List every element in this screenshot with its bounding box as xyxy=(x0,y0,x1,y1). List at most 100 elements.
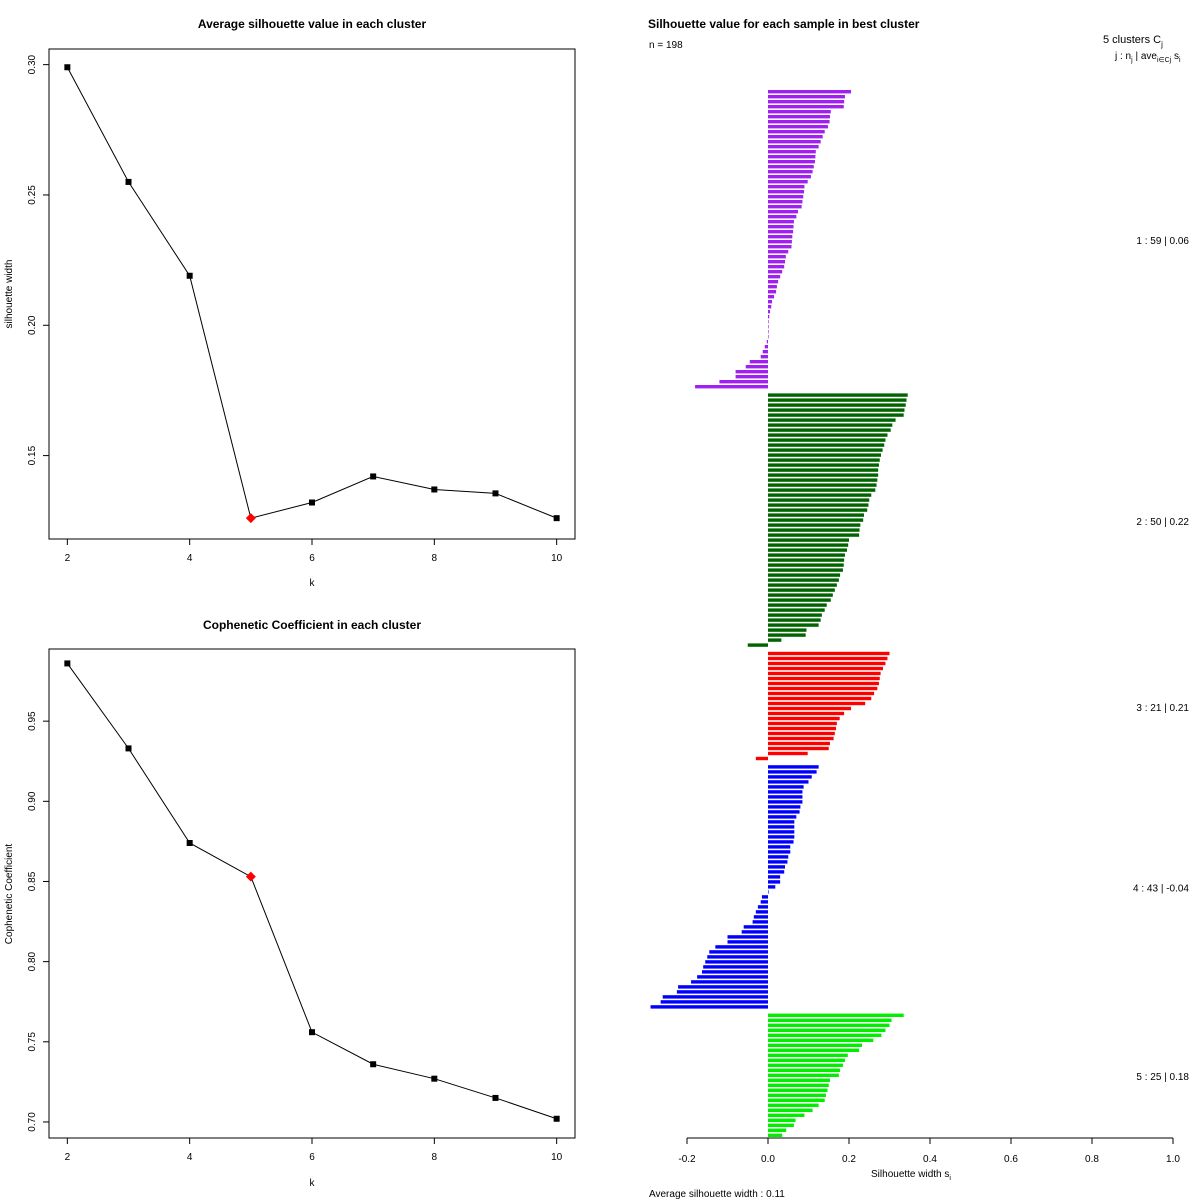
x-axis-label: k xyxy=(310,578,316,589)
silhouette-bar xyxy=(768,110,831,114)
silhouette-bar xyxy=(768,840,794,844)
silhouette-bar xyxy=(768,880,781,884)
y-tick-label: 0.25 xyxy=(27,185,38,205)
legend-header-line1: 5 clusters Cj xyxy=(1103,34,1163,49)
silhouette-bar xyxy=(768,175,811,179)
silhouette-bar xyxy=(768,403,906,407)
silhouette-bar xyxy=(727,935,768,939)
silhouette-bar xyxy=(768,413,904,417)
silhouette-bar xyxy=(768,603,827,607)
silhouette-bar xyxy=(768,305,772,309)
silhouette-bar xyxy=(768,190,805,194)
silhouette-bar xyxy=(768,115,830,119)
silhouette-bar xyxy=(768,518,864,522)
data-point xyxy=(553,515,560,522)
silhouette-bar xyxy=(764,345,768,349)
x-tick-label: 4 xyxy=(187,1152,193,1163)
silhouette-bar xyxy=(768,90,852,94)
chart-title: Silhouette value for each sample in best… xyxy=(648,17,920,31)
data-point xyxy=(64,660,71,667)
silhouette-bar xyxy=(768,736,834,741)
y-axis-label: silhouette width xyxy=(4,260,15,329)
y-tick-label: 0.95 xyxy=(27,711,38,731)
silhouette-bar xyxy=(768,671,881,676)
silhouette-bar xyxy=(768,706,852,711)
silhouette-bar xyxy=(768,280,779,284)
x-axis-label: k xyxy=(310,1178,316,1189)
silhouette-bar xyxy=(768,568,843,572)
x-axis: 2 4 6 8 10 xyxy=(65,1137,563,1163)
silhouette-bar xyxy=(768,1103,819,1107)
silhouette-bar xyxy=(768,180,808,184)
cluster-label: 1 : 59 | 0.06 xyxy=(1136,236,1189,247)
silhouette-bar xyxy=(749,360,768,364)
silhouette-bar xyxy=(768,548,847,552)
data-point xyxy=(309,499,315,506)
data-point xyxy=(431,486,438,493)
series-line xyxy=(64,660,560,1122)
silhouette-bar xyxy=(768,1023,890,1027)
silhouette-bar xyxy=(768,95,845,99)
silhouette-bar xyxy=(768,865,786,869)
silhouette-bar xyxy=(768,553,845,557)
silhouette-bar xyxy=(768,438,886,442)
silhouette-bar xyxy=(768,815,797,819)
silhouette-bar xyxy=(678,985,768,989)
silhouette-bar xyxy=(762,350,768,354)
silhouette-bar xyxy=(709,950,768,954)
x-tick-label: 0.8 xyxy=(1085,1154,1099,1165)
bars xyxy=(650,90,908,1137)
silhouette-bar xyxy=(768,140,821,144)
silhouette-bar xyxy=(768,593,833,597)
x-tick-label: 2 xyxy=(65,553,71,564)
silhouette-bar xyxy=(768,1048,860,1052)
silhouette-bar xyxy=(768,573,841,577)
silhouette-bar xyxy=(768,270,783,274)
x-axis: -0.2 0.0 0.2 0.4 0.6 0.8 1.0 xyxy=(678,1137,1180,1165)
silhouette-bar xyxy=(768,170,813,174)
silhouette-bar xyxy=(768,275,781,279)
data-point xyxy=(553,1115,560,1122)
silhouette-bar xyxy=(768,731,835,736)
silhouette-bar xyxy=(650,1005,768,1009)
series-polyline xyxy=(66,663,557,1120)
silhouette-bar xyxy=(768,681,879,686)
silhouette-bar xyxy=(768,528,860,532)
data-point xyxy=(309,1029,315,1036)
silhouette-bar xyxy=(768,265,785,269)
silhouette-bar xyxy=(768,775,812,779)
silhouette-bar xyxy=(768,155,816,159)
silhouette-bar xyxy=(747,643,768,647)
silhouette-bar xyxy=(768,393,908,397)
data-point xyxy=(125,745,132,752)
silhouette-bar xyxy=(768,855,789,859)
x-tick-label: 6 xyxy=(309,553,315,564)
silhouette-bar xyxy=(768,408,905,412)
series-polyline xyxy=(66,67,557,519)
silhouette-bar xyxy=(768,701,866,706)
silhouette-bar xyxy=(768,1083,829,1087)
silhouette-bar xyxy=(768,578,839,582)
silhouette-bar xyxy=(768,130,825,134)
silhouette-bar xyxy=(768,656,888,661)
y-tick-label: 0.30 xyxy=(27,54,38,74)
silhouette-bar xyxy=(768,716,840,721)
silhouette-bar xyxy=(719,380,768,384)
silhouette-bar xyxy=(768,751,808,756)
silhouette-bar xyxy=(768,875,781,879)
silhouette-bar xyxy=(768,1033,882,1037)
silhouette-bar xyxy=(703,965,768,969)
silhouette-bar xyxy=(768,676,880,681)
x-tick-label: 0.4 xyxy=(923,1154,937,1165)
silhouette-bar xyxy=(768,1088,828,1092)
silhouette-bar xyxy=(768,711,845,716)
cophenetic-line-plot: Cophenetic Coefficient in each cluster k… xyxy=(4,618,576,1189)
silhouette-bar xyxy=(768,805,801,809)
silhouette-bar xyxy=(760,900,768,904)
silhouette-bar xyxy=(768,398,907,402)
silhouette-bar xyxy=(768,538,849,542)
silhouette-bar xyxy=(768,195,804,199)
data-point xyxy=(370,473,377,480)
silhouette-bar xyxy=(768,1018,892,1022)
silhouette-bar xyxy=(768,255,786,259)
